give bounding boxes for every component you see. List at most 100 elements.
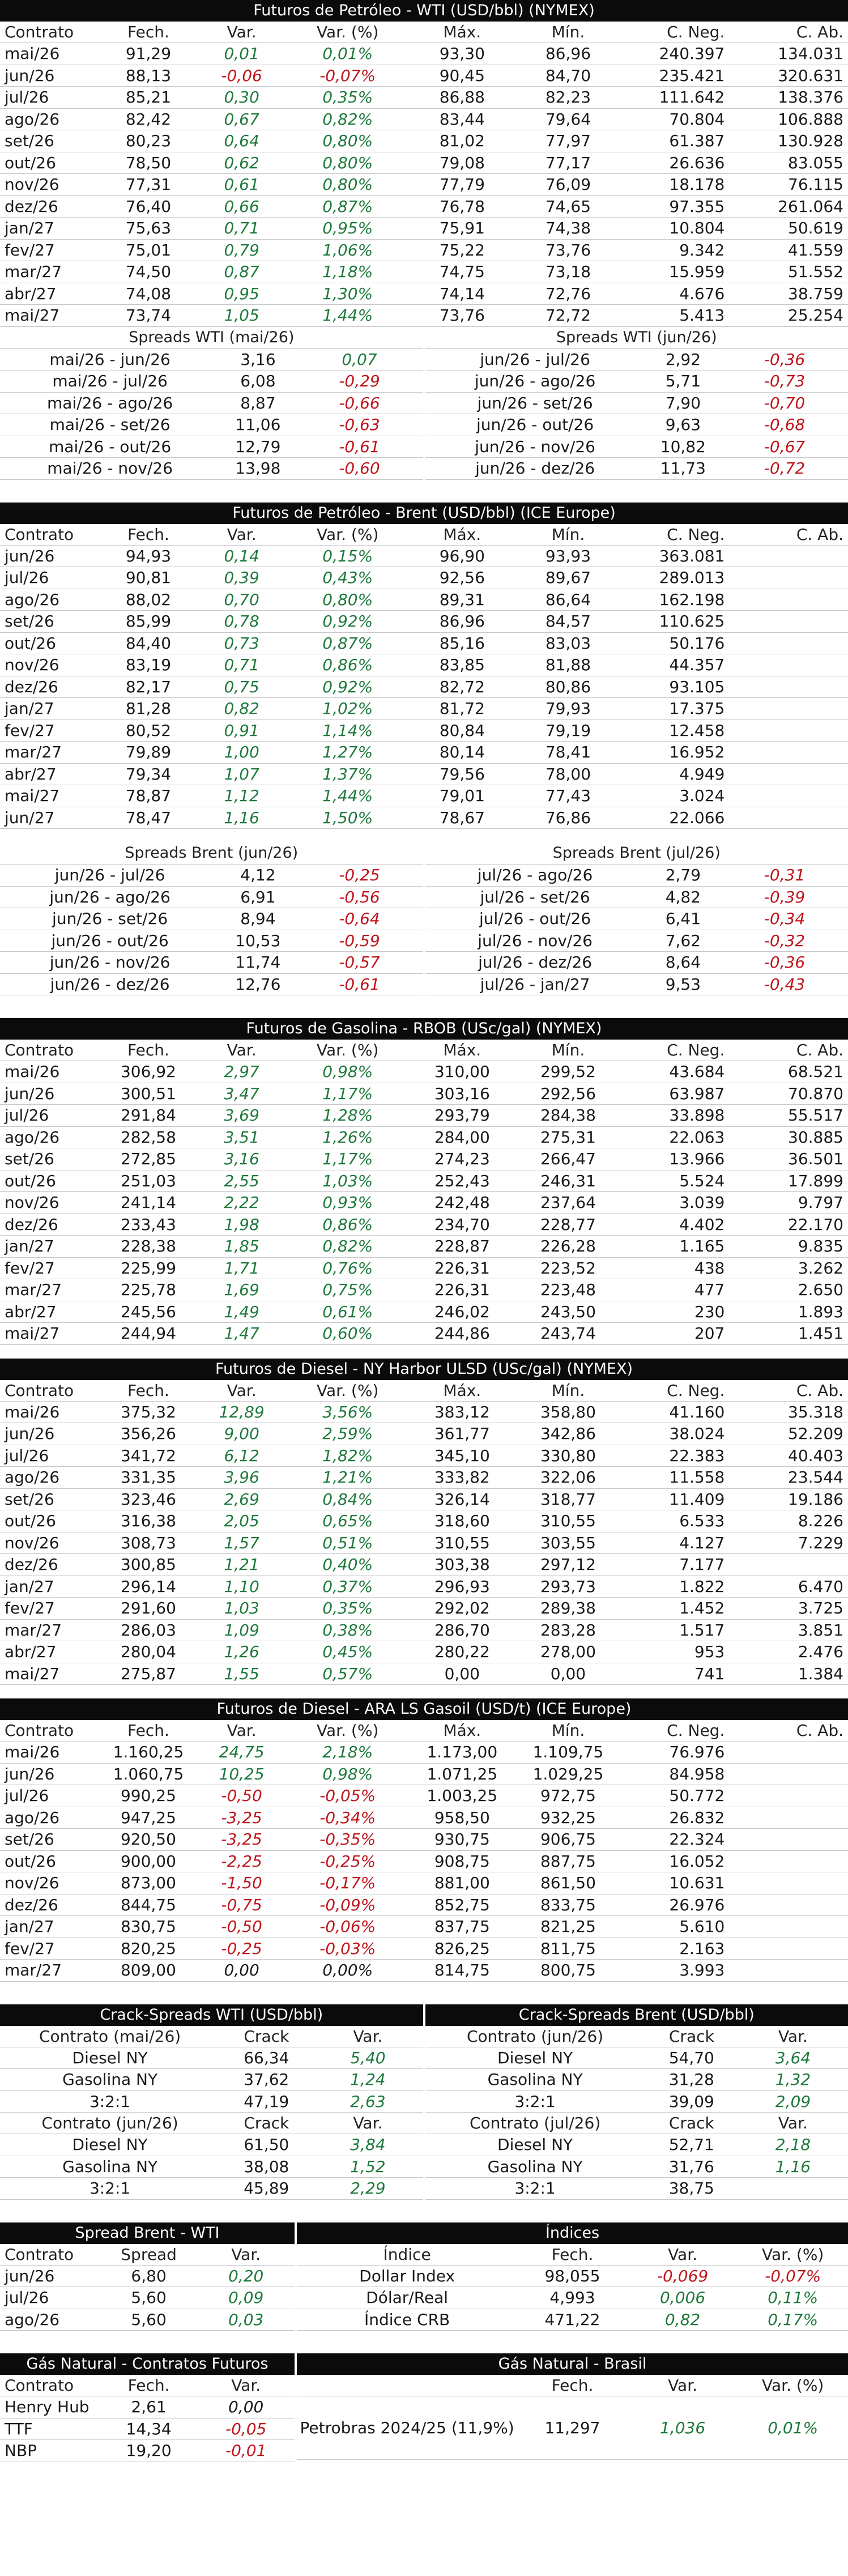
table-row: Diesel NY 52,71 2,18 [425,2134,848,2156]
table-cell: 0,01% [768,2419,819,2437]
table-cell: -0,60 [339,459,380,478]
column-header: Var. (%) [317,525,379,544]
table-cell: -0,17% [319,1874,376,1893]
table-cell: 83,19 [125,655,172,675]
table-row: abr/27 74,08 0,95 1,30% 74,14 72,76 4.676 38.75… [0,283,848,305]
table-cell: 2,61 [131,2398,167,2417]
table-cell: 38.759 [788,284,843,303]
table-row: jul/26 990,25 -0,50 -0,05% 1.003,25 972,75 50.… [0,1785,848,1807]
table-cell: -0,25% [319,1851,376,1871]
table-row: mai/26 - jul/26 6,08 -0,29 [0,371,423,392]
table-row: jan/27 228,38 1,85 0,82% 228,87 226,28 1.165 9.… [0,1236,848,1257]
table-cell: 40.403 [788,1446,843,1465]
table-row: mar/27 74,50 0,87 1,18% 74,75 73,18 15.959 51.5… [0,261,848,283]
table-cell: 1.384 [798,1664,843,1683]
table-cell: 79,01 [439,786,485,806]
table-row: jul/26 90,81 0,39 0,43% 92,56 89,67 289.013 [0,567,848,589]
table-cell: 9,63 [665,415,701,435]
table-cell: 1,09 [224,1620,259,1640]
table-cell: 50.772 [669,1786,725,1806]
table-cell: 477 [694,1280,725,1300]
table-cell: 293,79 [434,1106,490,1125]
table-cell: 38,75 [668,2179,714,2198]
table-row: mai/26 375,32 12,89 3,56% 383,12 358,80 41.160… [0,1401,848,1423]
table-cell: 833,75 [540,1895,596,1914]
table-cell: 6,41 [665,909,701,929]
table-cell: 18.178 [669,175,725,194]
table-cell: mai/26 [5,1062,60,1082]
table-cell: 3,64 [775,2048,811,2067]
table-row: jun/26 - dez/26 11,73 -0,72 [425,458,848,479]
table-cell: 6,91 [240,887,276,906]
table-cell: 844,75 [120,1895,176,1914]
table-cell: 243,50 [540,1302,596,1321]
column-header: Mín. [551,1381,585,1400]
table-cell: -0,70 [764,393,806,412]
indices: Índices Índice Fech. Var. Var. (%) Dollar I… [295,2222,848,2331]
table-row: ago/26 82,42 0,67 0,82% 83,44 79,64 70.804 106.… [0,108,848,130]
table-cell: 809,00 [120,1961,176,1980]
table-cell: 0,51% [322,1533,373,1552]
table-cell: 66,34 [244,2048,289,2067]
table-cell: 0,01% [322,44,373,63]
table-cell: 81,02 [439,131,485,151]
table-cell: 3,47 [224,1084,259,1103]
table-cell [729,1829,848,1851]
table-cell: 5.413 [679,306,725,325]
table-cell: 1,27% [322,743,373,762]
table-cell: jun/26 - set/26 [52,909,168,929]
table-cell: 2,09 [775,2092,811,2111]
table-cell: 6.533 [679,1511,725,1531]
table-cell: 223,52 [540,1258,596,1278]
table-row: jun/26 - jul/26 4,12 -0,25 [0,865,423,886]
table-cell: 1.160,25 [113,1743,184,1762]
table-row: nov/26 77,31 0,61 0,80% 77,79 76,09 18.178 76.1… [0,174,848,195]
ulsd-header-row: Contrato Fech. Var. Var. (%) Máx. Mín. C. Neg.… [0,1380,848,1401]
table-cell: 0,35% [322,88,373,107]
table-row: jul/26 - out/26 6,41 -0,34 [425,908,848,930]
table-cell: 76,78 [439,197,485,216]
table-cell: 4,993 [549,2288,595,2307]
table-cell: 12,79 [235,437,281,456]
table-cell: 887,75 [540,1851,596,1871]
table-cell: 1,85 [224,1237,259,1256]
table-cell: 908,75 [434,1851,490,1871]
table-cell: fev/27 [5,1599,55,1618]
table-cell: 36.501 [788,1149,843,1169]
table-cell: 79,56 [439,764,485,784]
table-cell: 3.993 [679,1961,725,1980]
table-cell: jan/27 [5,1577,54,1596]
table-cell: -0,73 [764,372,806,391]
table-row: mai/27 244,94 1,47 0,60% 244,86 243,74 207 1.45… [0,1323,848,1344]
table-cell: jun/26 [5,1084,55,1103]
table-cell: 11,73 [660,459,706,478]
column-header: C. Neg. [667,1381,725,1400]
table-cell: 246,31 [540,1171,596,1190]
table-cell: 932,25 [540,1808,596,1827]
table-cell: -3,25 [221,1808,262,1827]
table-cell: 0,67 [224,109,259,129]
table-cell: 1.165 [679,1237,725,1256]
table-cell: 284,38 [540,1106,596,1125]
table-cell: 289,38 [540,1599,596,1618]
table-cell: 0,86% [322,655,373,675]
table-cell: 261.064 [778,197,843,216]
table-cell [729,1850,848,1872]
table-cell: Índice CRB [364,2310,450,2329]
table-cell [729,545,848,567]
table-cell: 0,006 [659,2288,706,2307]
table-cell: 920,50 [120,1830,176,1849]
table-cell: jan/27 [5,1917,54,1936]
table-cell: 2.476 [798,1642,843,1662]
table-cell: ago/26 [5,2310,60,2329]
table-cell: 94,93 [125,546,172,565]
table-cell: 233,43 [120,1215,176,1234]
table-cell: 74,38 [545,219,591,238]
table-cell: 13,98 [235,459,281,478]
crack-wti-title: Crack-Spreads WTI (USD/bbl) [0,2004,423,2026]
table-cell: fev/27 [5,721,55,740]
table-cell: 0,45% [322,1642,373,1662]
spread-indices-section: Spread Brent - WTI Contrato Spread Var. ju… [0,2222,848,2331]
table-cell: 43.684 [669,1062,725,1082]
table-cell: jun/26 - ago/26 [474,372,596,391]
